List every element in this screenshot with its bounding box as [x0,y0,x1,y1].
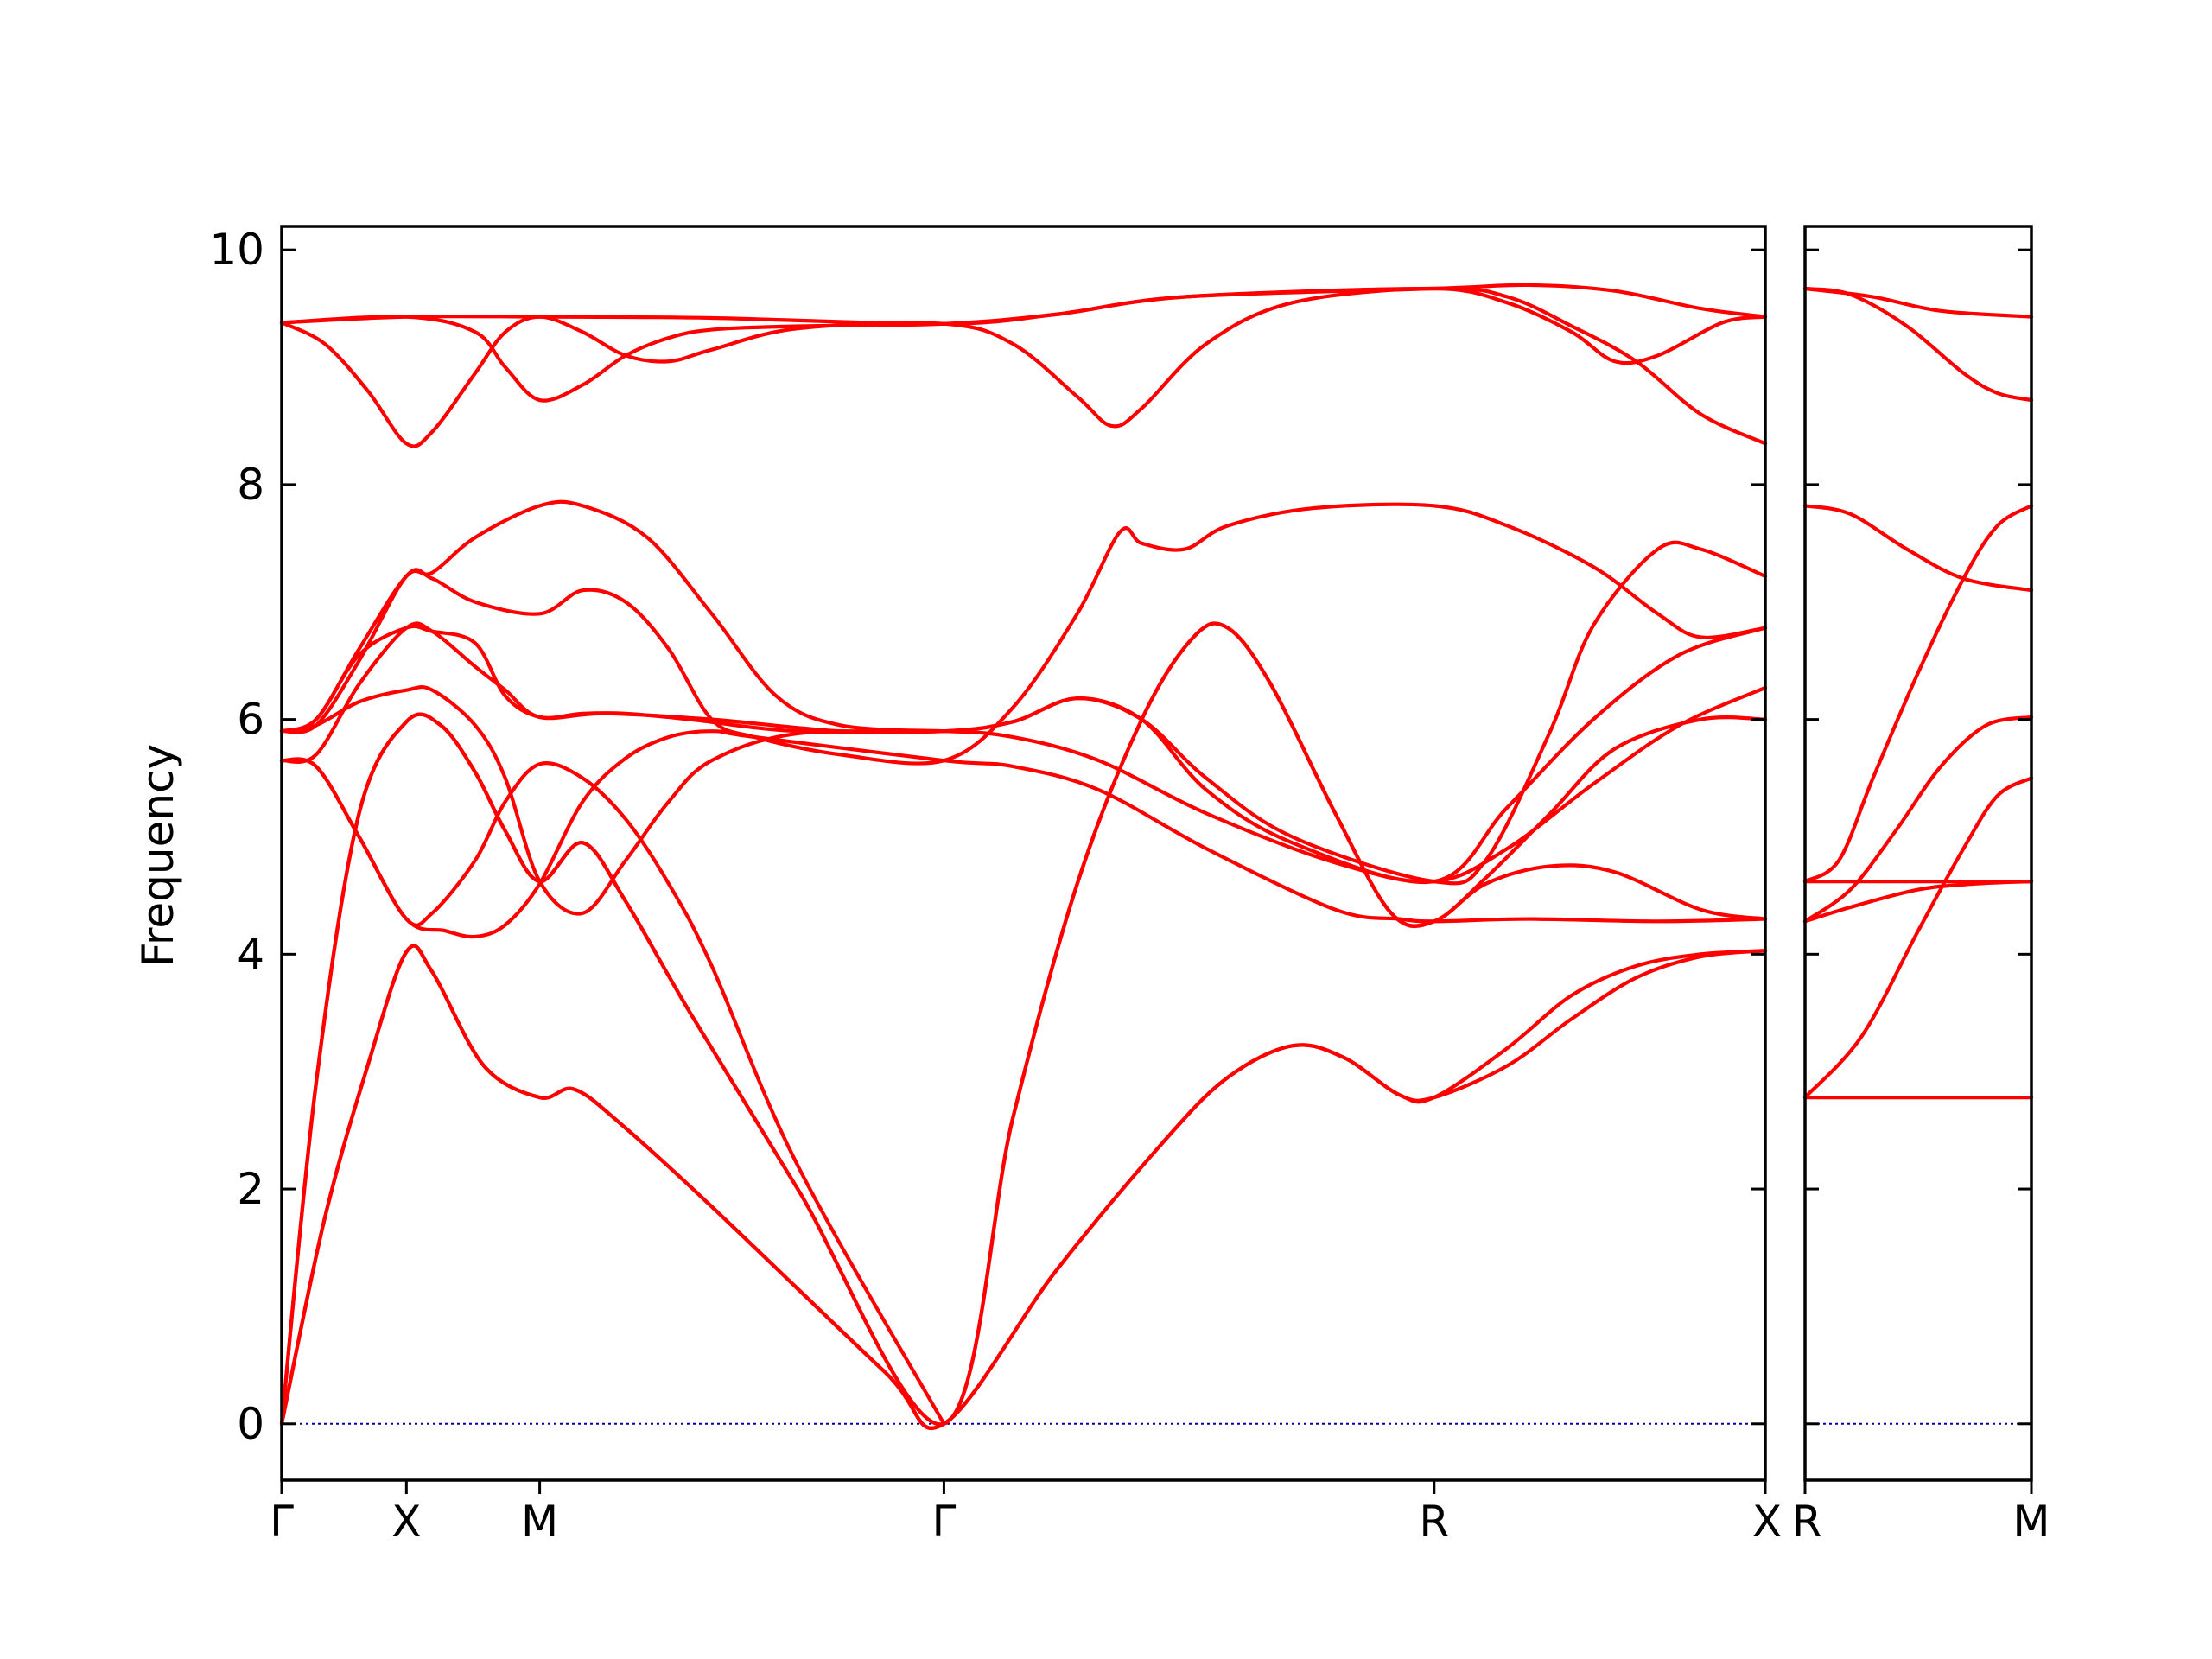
x-tick-label: X [1752,1497,1782,1547]
x-tick-label: M [2012,1497,2050,1547]
band-line [279,502,1768,766]
x-tick-label: Γ [931,1497,956,1547]
y-axis-label: Frequency [133,744,183,967]
band-line [279,283,1768,326]
y-tick-label: 4 [237,929,264,979]
panel-frame [280,225,1767,1482]
band-line [279,944,1768,1430]
x-tick-label: Γ [270,1497,294,1547]
band-line [279,286,1768,448]
x-tick-label: M [521,1497,558,1547]
band-line [1802,504,2034,884]
x-tick-label: X [391,1497,421,1547]
panel-1: 0 2 4 6 8 10 Γ X M Γ R X [209,225,1782,1547]
x-tick-label: R [1419,1497,1449,1547]
band-line [1802,776,2034,1100]
band-line [1802,504,2034,593]
y-tick-label: 2 [237,1164,264,1214]
band-line [279,540,1768,886]
y-tick-label: 10 [209,225,264,275]
band-line [1802,286,2034,319]
y-tick-label: 8 [237,460,264,510]
y-tick-label: 6 [237,695,264,745]
band-line [279,499,946,734]
band-line [1802,715,2034,924]
x-tick-label: R [1792,1497,1822,1547]
band-line [279,757,946,1426]
y-tick-label: 0 [237,1399,264,1449]
panel-frame [1803,225,2033,1482]
